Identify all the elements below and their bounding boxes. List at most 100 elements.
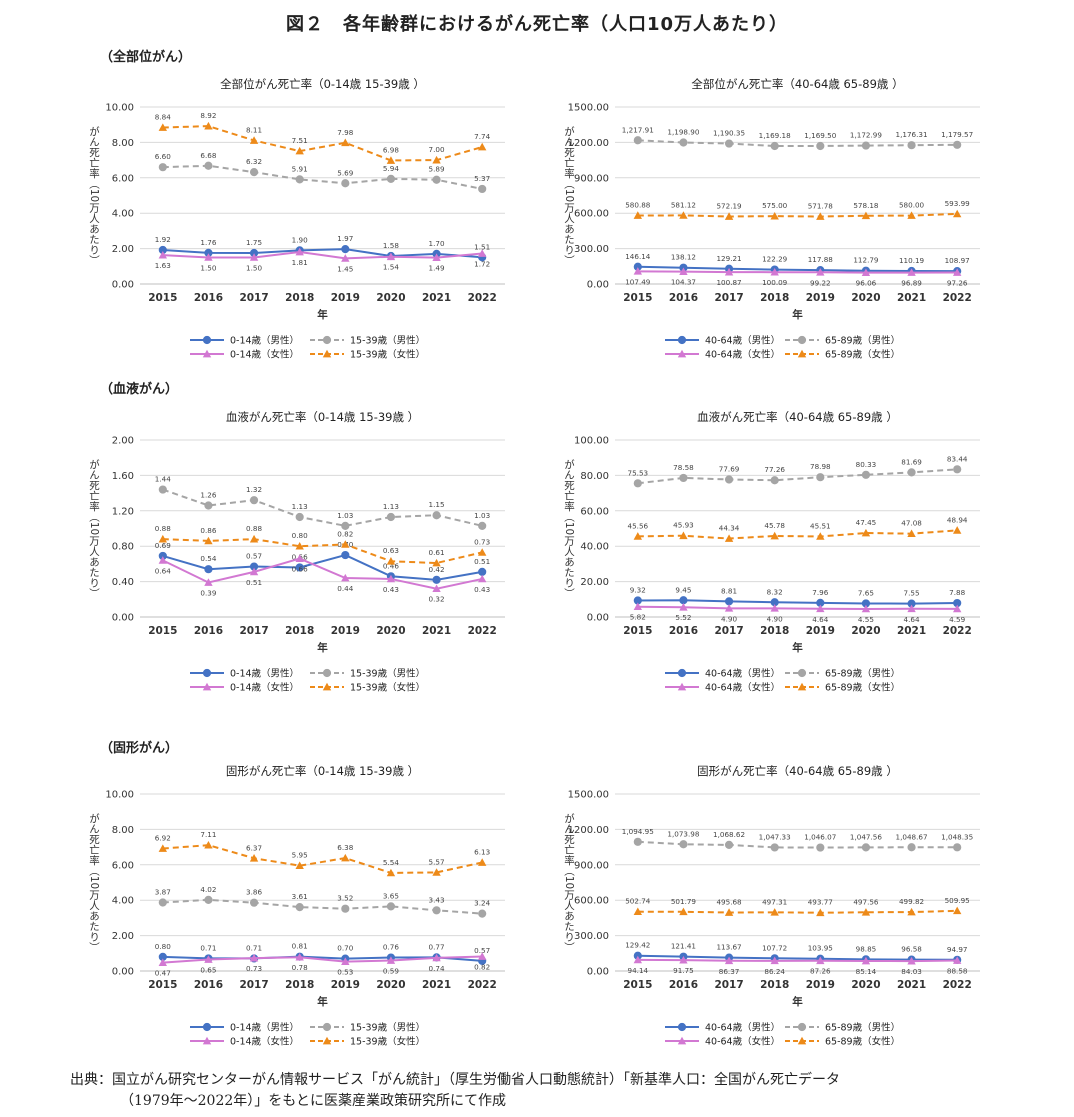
data-point [386, 557, 396, 565]
data-label: 78.98 [810, 462, 831, 471]
data-label: 0.78 [292, 963, 308, 972]
x-tick-label: 2015 [148, 979, 177, 991]
data-point [816, 473, 825, 482]
data-label: 1.70 [429, 239, 445, 248]
data-point [158, 556, 168, 564]
legend-item: 40-64歳（女性） [665, 349, 780, 361]
data-point [816, 212, 825, 220]
data-label: 6.37 [246, 843, 262, 852]
data-point [249, 953, 259, 962]
data-label: 6.32 [246, 157, 262, 166]
chart-title: 固形がん死亡率（40-64歳 65-89歳 ） [697, 764, 898, 778]
data-point [953, 140, 962, 149]
data-point [907, 141, 916, 150]
series-4: 6.92 7.11 6.37 5.95 6.38 5.54 5.57 6.13 [155, 830, 490, 877]
legend-label: 15-39歳（男性） [350, 1022, 425, 1034]
legend-label: 65-89歳（女性） [825, 349, 900, 361]
data-label: 499.82 [899, 897, 924, 906]
data-label: 7.51 [292, 136, 308, 145]
y-tick-label: 600.00 [574, 209, 609, 220]
data-label: 1.72 [474, 260, 490, 269]
legend-marker [677, 682, 687, 691]
data-point [432, 175, 441, 184]
data-label: 1,190.35 [713, 129, 745, 138]
data-point [478, 521, 487, 530]
x-axis-label: 年 [317, 995, 328, 1008]
data-label: 0.70 [337, 944, 353, 953]
data-label: 0.46 [383, 561, 399, 570]
y-axis-label: がん死亡率（10万人あたり） [88, 125, 100, 265]
legend-marker [797, 1022, 807, 1032]
data-label: 0.57 [474, 946, 490, 955]
series-line [162, 538, 483, 565]
legend-item: 65-89歳（男性） [785, 1022, 900, 1034]
data-label: 91.75 [673, 966, 694, 975]
legend-label: 0-14歳（男性） [230, 1022, 299, 1034]
data-label: 86.37 [719, 967, 740, 976]
x-tick-label: 2018 [285, 979, 314, 991]
data-point [633, 211, 643, 219]
data-label: 501.79 [671, 897, 697, 906]
legend-marker [322, 682, 332, 691]
data-label: 48.94 [947, 515, 968, 524]
data-label: 0.80 [292, 531, 308, 540]
legend-marker [202, 1022, 212, 1032]
y-tick-label: 900.00 [574, 860, 609, 871]
series-2: 1,217.91 1,198.90 1,190.35 1,169.18 1,169.50… [622, 125, 973, 151]
series-line [637, 840, 958, 849]
y-tick-label: 1.60 [112, 471, 134, 482]
data-point [952, 956, 962, 964]
data-point [249, 567, 259, 576]
data-label: 1,169.50 [804, 131, 836, 140]
data-point [724, 604, 734, 612]
data-label: 3.65 [383, 891, 399, 900]
x-tick-label: 2019 [331, 625, 360, 637]
data-label: 88.58 [947, 967, 968, 976]
section-title-solid: （固形がん） [100, 741, 179, 756]
data-point [770, 843, 779, 852]
data-label: 138.12 [671, 253, 696, 262]
data-point [341, 245, 350, 254]
legend-marker [797, 668, 807, 678]
data-label: 103.95 [808, 944, 833, 953]
legend-label: 40-64歳（男性） [705, 1022, 780, 1034]
x-tick-label: 2017 [239, 292, 268, 304]
series-1: 1.92 1.76 1.75 1.90 1.97 1.58 1.70 1.51 [155, 234, 490, 262]
data-point [907, 529, 916, 538]
legend-marker [677, 1036, 687, 1045]
legend-marker [202, 349, 212, 358]
data-label: 1.58 [383, 241, 399, 250]
legend-label: 65-89歳（男性） [825, 668, 900, 680]
data-point [477, 249, 487, 257]
data-point [724, 139, 734, 148]
data-point [633, 837, 642, 846]
data-label: 3.61 [292, 892, 308, 901]
data-point [724, 534, 734, 542]
data-point [770, 956, 779, 965]
x-tick-label: 2022 [943, 979, 972, 991]
data-label: 8.11 [246, 125, 262, 134]
x-axis-label: 年 [792, 641, 803, 654]
data-point [679, 138, 688, 147]
data-point [249, 854, 259, 862]
data-point [341, 957, 350, 965]
data-point [633, 907, 643, 916]
data-label: 77.69 [719, 464, 740, 473]
data-label: 493.77 [808, 898, 833, 907]
data-point [770, 908, 779, 916]
series-line [162, 488, 483, 527]
data-label: 3.24 [474, 899, 490, 908]
data-label: 4.64 [812, 615, 828, 624]
data-point [952, 526, 962, 534]
legend-label: 0-14歳（男性） [230, 335, 299, 347]
chart-blood-older: 血液がん死亡率（40-64歳 65-89歳 ） 0.00 20.00 40.00 60.… [545, 403, 1025, 721]
data-point [907, 268, 916, 276]
data-point [249, 253, 259, 261]
x-tick-label: 2015 [148, 292, 177, 304]
series-line [162, 955, 483, 964]
data-point [341, 254, 350, 262]
series-4: 502.74 501.79 495.68 497.31 493.77 497.56 499.… [625, 896, 970, 917]
legend-label: 65-89歳（男性） [825, 335, 900, 347]
data-label: 1.44 [155, 475, 171, 484]
data-point [158, 534, 168, 543]
